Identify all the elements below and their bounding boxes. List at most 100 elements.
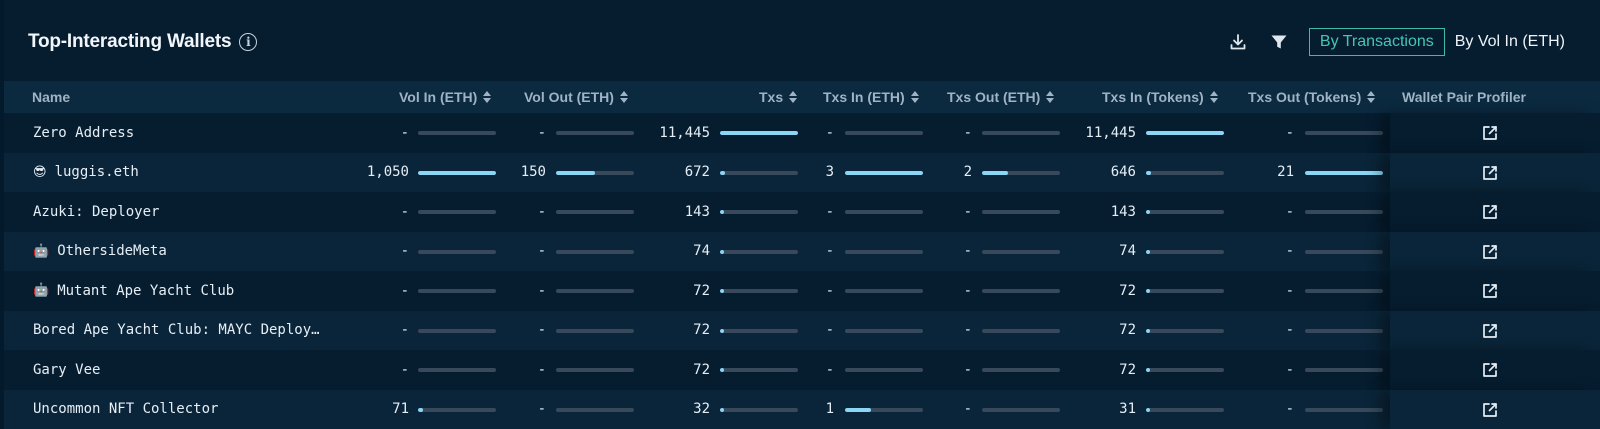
sort-icon[interactable] [1210, 91, 1218, 103]
cell-txs-in-eth: - [754, 311, 834, 350]
download-icon[interactable] [1227, 31, 1249, 53]
wallet-name[interactable]: Azuki: Deployer [33, 192, 159, 231]
cell-vol-out: - [466, 271, 546, 310]
table-row[interactable]: Bored Ape Yacht Club: MAYC Deploy…--72--… [4, 311, 1600, 351]
column-header-txs-in-tokens[interactable]: Txs In (Tokens) [1102, 81, 1218, 113]
cell-txs-out-eth: 2 [892, 153, 972, 192]
cell-txs-in-eth: - [754, 232, 834, 271]
bar-track [982, 368, 1060, 372]
column-header-name[interactable]: Name [32, 81, 70, 113]
table-row[interactable]: 🤖OthersideMeta--74--74- [4, 232, 1600, 272]
column-header-vol-out[interactable]: Vol Out (ETH) [524, 81, 628, 113]
table-row[interactable]: Azuki: Deployer--143--143- [4, 192, 1600, 232]
wallet-name[interactable]: 🤖Mutant Ape Yacht Club [33, 271, 234, 310]
cell-vol-out: - [466, 192, 546, 231]
cell-txs-in-eth: - [754, 350, 834, 389]
bar-fill [720, 329, 724, 333]
bar-fill [1305, 171, 1383, 175]
toggle-by-transactions[interactable]: By Transactions [1309, 28, 1445, 56]
column-header-txs-out-eth[interactable]: Txs Out (ETH) [947, 81, 1054, 113]
cell-vol-in: 1,050 [329, 153, 409, 192]
bar-track [1305, 210, 1383, 214]
toggle-by-vol-in[interactable]: By Vol In (ETH) [1445, 28, 1575, 56]
bar-fill [1146, 210, 1150, 214]
table-header: Name Vol In (ETH) Vol Out (ETH) Txs Txs … [4, 81, 1600, 113]
wallet-name[interactable]: Gary Vee [33, 350, 100, 389]
external-link-icon[interactable] [1481, 322, 1499, 340]
bar-track [982, 131, 1060, 135]
sort-icon[interactable] [620, 91, 628, 103]
bar-track [982, 408, 1060, 412]
external-link-icon[interactable] [1481, 401, 1499, 419]
external-link-icon[interactable] [1481, 164, 1499, 182]
bar-track [556, 250, 634, 254]
wallet-name[interactable]: 🤖OthersideMeta [33, 232, 167, 271]
bar-track [982, 171, 1060, 175]
external-link-icon[interactable] [1481, 203, 1499, 221]
wallet-name[interactable]: Zero Address [33, 113, 134, 152]
cell-txs-out-eth: - [892, 113, 972, 152]
cell-vol-out: - [466, 311, 546, 350]
sort-icon[interactable] [483, 91, 491, 103]
column-label: Wallet Pair Profiler [1402, 89, 1526, 105]
column-header-vol-in[interactable]: Vol In (ETH) [399, 81, 491, 113]
sort-icon[interactable] [1046, 91, 1054, 103]
table-row[interactable]: Gary Vee--72--72- [4, 350, 1600, 390]
column-label: Vol Out (ETH) [524, 89, 614, 105]
wallet-name-label: Mutant Ape Yacht Club [57, 283, 234, 299]
cell-txs-in-eth: - [754, 192, 834, 231]
bar-track [556, 171, 634, 175]
column-header-profiler: Wallet Pair Profiler [1402, 81, 1526, 113]
sort-icon[interactable] [911, 91, 919, 103]
page-title: Top-Interacting Wallets [28, 31, 231, 53]
bar-track [1146, 408, 1224, 412]
cell-txs-out-tokens: 21 [1214, 153, 1294, 192]
cell-txs-in-eth: - [754, 113, 834, 152]
column-header-txs-out-tokens[interactable]: Txs Out (Tokens) [1248, 81, 1375, 113]
table-row[interactable]: Zero Address--11,445--11,445- [4, 113, 1600, 153]
column-label: Vol In (ETH) [399, 89, 477, 105]
bar-track [982, 250, 1060, 254]
info-icon[interactable]: i [239, 33, 257, 51]
wallet-name-label: luggis.eth [55, 164, 139, 180]
filter-icon[interactable] [1268, 31, 1290, 53]
bar-track [1146, 250, 1224, 254]
wallet-name-label: Uncommon NFT Collector [33, 401, 218, 417]
table-row[interactable]: 🤖Mutant Ape Yacht Club--72--72- [4, 271, 1600, 311]
cell-vol-in: - [329, 113, 409, 152]
column-header-txs[interactable]: Txs [759, 81, 797, 113]
bar-track [1305, 131, 1383, 135]
bar-track [1146, 131, 1224, 135]
bar-fill [720, 210, 724, 214]
bar-track [556, 210, 634, 214]
bar-track [556, 408, 634, 412]
cell-txs: 72 [630, 271, 710, 310]
cell-txs-out-eth: - [892, 350, 972, 389]
wallet-name[interactable]: Uncommon NFT Collector [33, 390, 218, 429]
bar-fill [1146, 131, 1224, 135]
external-link-icon[interactable] [1481, 361, 1499, 379]
external-link-icon[interactable] [1481, 243, 1499, 261]
cell-txs-out-tokens: - [1214, 311, 1294, 350]
wallet-name[interactable]: Bored Ape Yacht Club: MAYC Deploy… [33, 311, 320, 350]
bar-fill [720, 171, 725, 175]
column-header-txs-in-eth[interactable]: Txs In (ETH) [823, 81, 919, 113]
sort-icon[interactable] [789, 91, 797, 103]
cell-vol-out: - [466, 390, 546, 429]
sort-icon[interactable] [1367, 91, 1375, 103]
cell-txs-out-tokens: - [1214, 113, 1294, 152]
cell-vol-in: 71 [329, 390, 409, 429]
cell-txs-in-tokens: 11,445 [1056, 113, 1136, 152]
column-label: Txs Out (Tokens) [1248, 89, 1361, 105]
wallet-avatar-icon: 🤖 [33, 244, 49, 259]
cell-txs-in-eth: 3 [754, 153, 834, 192]
wallet-name[interactable]: 😎luggis.eth [33, 153, 139, 192]
cell-txs-out-eth: - [892, 271, 972, 310]
toolbar: By Transactions By Vol In (ETH) [1227, 28, 1600, 56]
cell-txs: 74 [630, 232, 710, 271]
external-link-icon[interactable] [1481, 124, 1499, 142]
bar-track [1146, 289, 1224, 293]
external-link-icon[interactable] [1481, 282, 1499, 300]
